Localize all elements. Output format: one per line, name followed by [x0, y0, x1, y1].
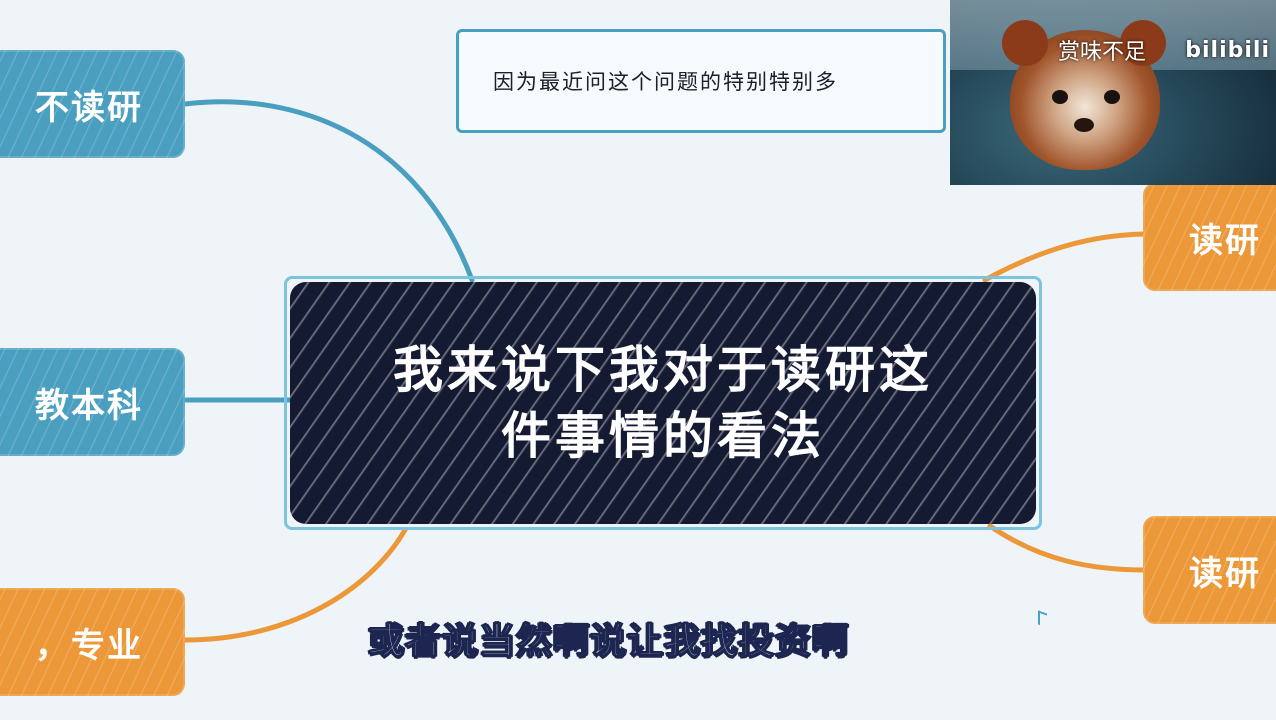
connector-right-top — [982, 231, 1148, 283]
webcam-channel-title: 赏味不足 — [1057, 40, 1146, 65]
branch-label-left-middle: 教本科 — [35, 385, 143, 426]
branch-node-left-top[interactable]: 不读研 — [0, 50, 185, 158]
note-box[interactable]: 因为最近问这个问题的特别特别多 — [456, 29, 946, 133]
video-subtitle: 或者说当然啊说让我找投资啊 — [367, 620, 850, 662]
central-node-selection-frame — [284, 276, 1042, 530]
branch-label-right-bottom: 读研 — [1189, 553, 1261, 594]
branch-label-left-top: 不读研 — [35, 87, 143, 128]
webcam-overlay: 赏味不足 bilibili — [950, 0, 1276, 185]
connector-right-bottom — [987, 523, 1148, 573]
branch-node-left-middle[interactable]: 教本科 — [0, 348, 185, 456]
branch-label-left-bottom: ，专业 — [35, 625, 143, 666]
note-text: 因为最近问这个问题的特别特别多 — [493, 70, 838, 94]
branch-label-right-top: 读研 — [1189, 220, 1261, 261]
red-panda-image — [1002, 20, 1166, 170]
branch-node-right-bottom[interactable]: 读研 — [1143, 516, 1276, 624]
mouse-cursor-icon — [1038, 610, 1047, 628]
branch-node-right-top[interactable]: 读研 — [1143, 183, 1276, 291]
central-topic-line-2: 件事情的看法 — [501, 407, 825, 465]
panda-eye-right — [1104, 90, 1120, 104]
panda-nose — [1074, 118, 1094, 132]
central-topic-node[interactable]: 我来说下我对于读研这 件事情的看法 — [290, 282, 1036, 524]
panda-ear-left — [1002, 20, 1048, 66]
connector-left-top — [182, 99, 475, 283]
bilibili-logo: bilibili — [1185, 38, 1270, 63]
panda-eye-left — [1052, 90, 1068, 104]
panda-ear-right — [1120, 20, 1166, 66]
branch-node-left-bottom[interactable]: ，专业 — [0, 588, 185, 696]
central-topic-line-1: 我来说下我对于读研这 — [393, 341, 933, 399]
